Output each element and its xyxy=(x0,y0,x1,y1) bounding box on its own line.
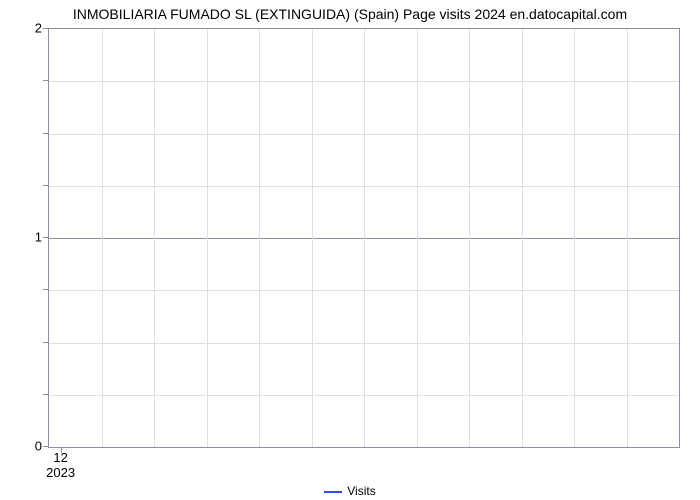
ytick-mark-minor xyxy=(43,394,48,395)
ytick-mark-minor xyxy=(43,342,48,343)
gridline-v xyxy=(207,29,208,447)
gridline-v xyxy=(259,29,260,447)
legend-swatch-visits xyxy=(324,491,342,493)
ytick-label: 2 xyxy=(35,21,42,36)
gridline-v xyxy=(469,29,470,447)
ytick-mark xyxy=(43,446,48,447)
ytick-mark xyxy=(43,237,48,238)
chart-title: INMOBILIARIA FUMADO SL (EXTINGUIDA) (Spa… xyxy=(0,6,700,22)
ytick-mark-minor xyxy=(43,133,48,134)
gridline-v xyxy=(627,29,628,447)
chart-container: INMOBILIARIA FUMADO SL (EXTINGUIDA) (Spa… xyxy=(0,0,700,500)
gridline-v xyxy=(102,29,103,447)
legend-label-visits: Visits xyxy=(347,484,375,498)
ytick-mark-minor xyxy=(43,289,48,290)
gridline-v xyxy=(417,29,418,447)
gridline-v xyxy=(364,29,365,447)
gridline-v xyxy=(522,29,523,447)
ytick-label: 0 xyxy=(35,439,42,454)
plot-area xyxy=(48,28,680,448)
gridline-v xyxy=(312,29,313,447)
legend: Visits xyxy=(0,484,700,498)
xtick-mark xyxy=(61,448,62,453)
gridline-v xyxy=(574,29,575,447)
year-label: 2023 xyxy=(46,465,75,480)
ytick-mark-minor xyxy=(43,80,48,81)
ytick-mark xyxy=(43,28,48,29)
gridline-v xyxy=(154,29,155,447)
ytick-label: 1 xyxy=(35,230,42,245)
ytick-mark-minor xyxy=(43,185,48,186)
